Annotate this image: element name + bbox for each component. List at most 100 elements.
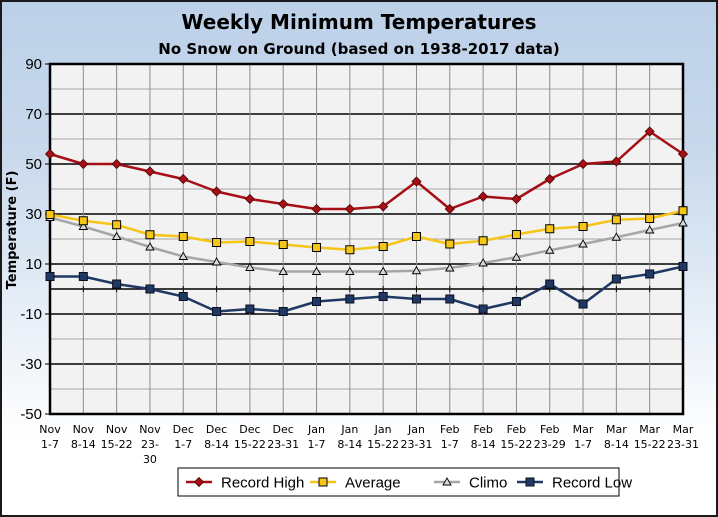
x-tick-label-line: Mar (573, 423, 594, 436)
x-tick-label-line: Dec (239, 423, 260, 436)
data-point-record-low (278, 307, 288, 316)
legend: Record High Average Climo Record Low (177, 467, 632, 497)
x-tick-label-line: Feb (440, 423, 459, 436)
data-point-record-high (611, 156, 622, 167)
data-point-record-low (112, 279, 122, 289)
legend-box (177, 467, 620, 497)
data-point-average (212, 238, 222, 247)
x-tick-label-line: Feb (540, 423, 559, 436)
data-point-record-low (245, 304, 255, 314)
legend-marker (318, 477, 328, 487)
data-point-average (611, 215, 621, 225)
x-tick-label: Mar 8-14 (604, 423, 629, 451)
data-point-climo (145, 242, 155, 251)
x-tick-label-line: Feb (507, 423, 526, 436)
x-tick-label: Jan 15-22 (367, 423, 399, 451)
plot-area: 9070503010-10-30-50Nov1-7Nov8-14Nov15-22… (20, 56, 699, 466)
data-point-average (145, 230, 155, 240)
data-point-record-high (444, 203, 455, 215)
x-tick-label: Mar 23-31 (667, 423, 699, 451)
data-point-record-high (111, 158, 122, 170)
data-point-record-high (244, 193, 255, 205)
y-tick-label: 90 (25, 56, 42, 73)
data-point-record-high (478, 191, 489, 202)
data-point-climo (511, 252, 522, 261)
data-point-record-high (411, 176, 422, 187)
x-tick-label: Nov 8-14 (71, 423, 96, 451)
x-tick-label: Feb 8-14 (471, 423, 496, 451)
series-line-record-low (50, 265, 684, 313)
legend-label: Record Low (552, 475, 632, 492)
data-point-climo (445, 263, 455, 272)
x-tick-label-line: Jan (374, 423, 392, 436)
data-point-average (78, 216, 88, 226)
data-point-record-low (345, 294, 355, 304)
data-point-climo (678, 218, 688, 227)
legend-item-record-low: Record Low (517, 475, 632, 492)
x-tick-label: Jan 8-14 (337, 423, 362, 451)
x-tick-label-line: Jan (307, 423, 325, 436)
data-point-record-low (445, 294, 455, 304)
x-tick-label: Feb 1-7 (440, 423, 459, 451)
series-line-climo (49, 216, 684, 273)
x-tick-label: Dec 23-31 (267, 423, 299, 451)
x-tick-label: Mar 15-22 (634, 423, 666, 451)
x-tick-label-line: 1-7 (41, 438, 59, 451)
data-point-climo (411, 265, 422, 275)
x-tick-label-line: Nov (139, 423, 161, 436)
data-point-average (578, 222, 588, 231)
x-tick-label-line: 8-14 (71, 438, 96, 451)
data-point-record-low (645, 269, 655, 279)
y-tick-label: -50 (20, 406, 42, 423)
series-climo (45, 212, 688, 275)
x-tick-label: Mar 1-7 (573, 423, 594, 451)
data-point-record-low (212, 307, 222, 316)
data-point-record-high (378, 201, 389, 212)
data-point-climo (278, 266, 288, 275)
x-tick-label-line: 8-14 (204, 438, 229, 451)
data-point-average (411, 232, 421, 241)
data-point-record-high (544, 173, 555, 185)
data-point-record-low (678, 262, 688, 271)
x-tick-label: Dec 15-22 (234, 423, 266, 451)
x-tick-label: Nov 15-22 (101, 423, 133, 451)
x-tick-label-line: Mar (606, 423, 627, 436)
data-point-average (545, 224, 555, 234)
x-tick-label-line: 23-31 (667, 438, 699, 451)
data-point-climo (644, 225, 655, 234)
data-point-climo (211, 257, 222, 266)
x-tick-label-line: 15-22 (367, 438, 399, 451)
y-tick-label: -10 (20, 306, 42, 323)
data-point-average (345, 245, 355, 255)
x-tick-label-line: 23-31 (400, 438, 432, 451)
data-point-climo (311, 266, 322, 275)
data-point-record-low (378, 292, 388, 301)
data-point-average (178, 232, 188, 241)
x-tick-label-line: Mar (639, 423, 660, 436)
x-tick-label: Dec 1-7 (173, 423, 194, 451)
series-line-record-high (49, 130, 684, 211)
x-tick-label-line: Nov (73, 423, 95, 436)
x-tick-label-line: Dec (273, 423, 294, 436)
x-tick-label-line: Jan (407, 423, 425, 436)
x-tick-label-line: 1-7 (441, 438, 459, 451)
x-tick-label-line: Dec (206, 423, 227, 436)
y-tick-label: -30 (20, 356, 42, 373)
data-point-average (378, 242, 388, 251)
data-point-average (445, 239, 455, 249)
data-point-climo (78, 221, 89, 230)
x-tick-label-line: 15-22 (234, 438, 266, 451)
data-point-average (312, 243, 322, 252)
data-point-average (45, 210, 55, 219)
legend-label: Record High (221, 475, 304, 492)
legend-item-average: Average (310, 475, 401, 492)
x-tick-label-line: 23-31 (267, 438, 299, 451)
x-tick-label: Feb 23-29 (534, 423, 566, 451)
x-tick-label-line: Feb (473, 423, 492, 436)
x-tick-label: Jan 23-31 (400, 423, 432, 451)
x-tick-label-line: Dec (173, 423, 194, 436)
data-point-record-high (211, 186, 222, 197)
x-tick-label-line: 1-7 (308, 438, 326, 451)
